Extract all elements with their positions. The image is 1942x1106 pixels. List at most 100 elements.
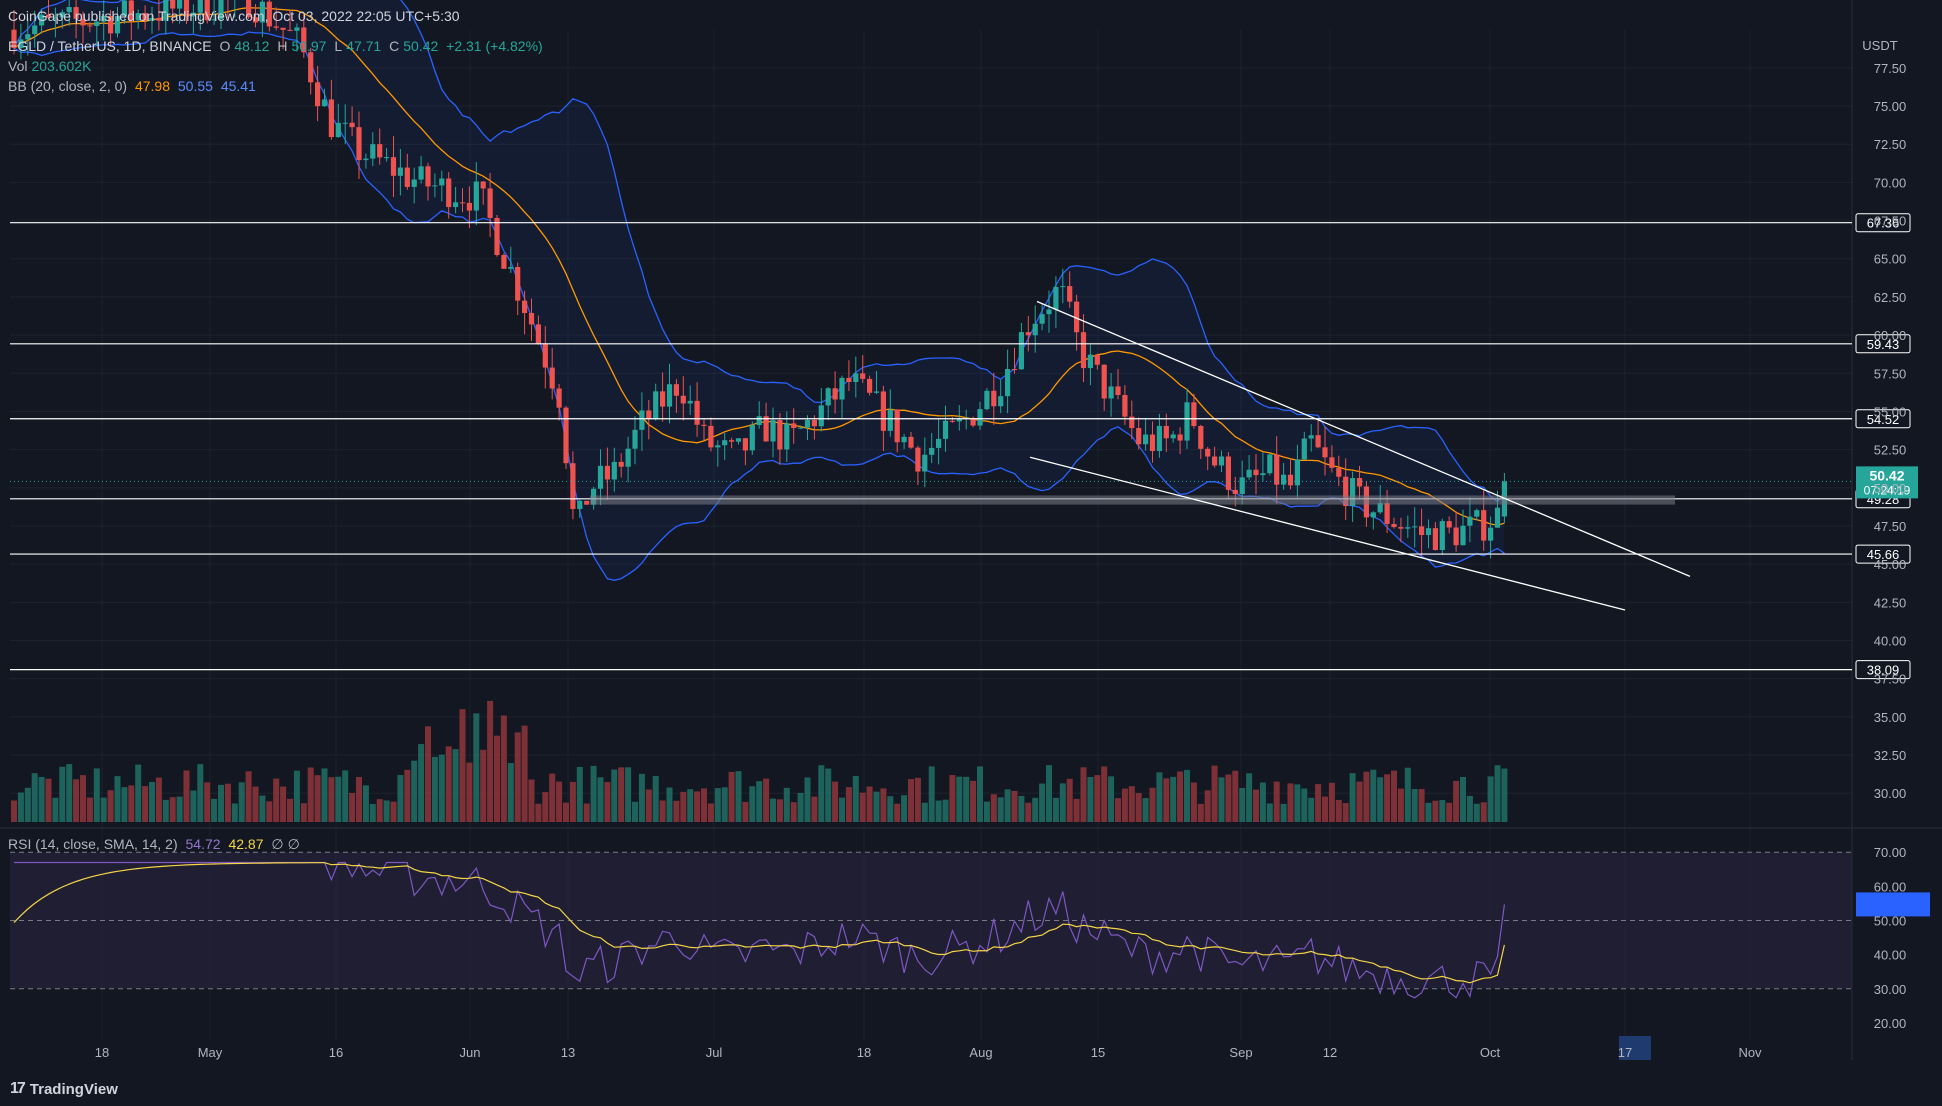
volume-bar-88 xyxy=(618,767,625,822)
candle-body-182 xyxy=(1267,454,1273,474)
candle-body-204 xyxy=(1419,526,1425,535)
volume-bar-117 xyxy=(818,765,825,822)
volume-bar-178 xyxy=(1239,787,1246,822)
candle-body-95 xyxy=(666,384,673,407)
candle-body-215 xyxy=(1494,507,1501,528)
volume-bar-210 xyxy=(1460,776,1466,822)
volume-value: 203.602K xyxy=(31,58,92,74)
candle-body-133 xyxy=(929,447,935,455)
candle-body-8 xyxy=(66,7,72,13)
candle-body-34 xyxy=(246,0,252,18)
price-tick-18: 32.50 xyxy=(1874,748,1907,763)
support-zone xyxy=(590,495,1675,505)
candle-body-114 xyxy=(798,427,804,429)
candle-body-214 xyxy=(1488,527,1494,541)
rsi-tag xyxy=(1856,892,1930,917)
volume-bar-153 xyxy=(1066,778,1073,822)
candle-body-197 xyxy=(1370,512,1376,518)
volume-bar-63 xyxy=(445,746,452,822)
candle-body-75 xyxy=(528,313,535,325)
volume-bar-31 xyxy=(224,783,231,822)
candle-body-10 xyxy=(80,18,86,26)
candle-body-170 xyxy=(1184,402,1190,441)
volume-bar-20 xyxy=(149,781,155,822)
volume-bar-7 xyxy=(59,766,66,822)
candle-body-194 xyxy=(1350,478,1356,507)
volume-bar-105 xyxy=(735,771,742,822)
candle-body-156 xyxy=(1087,354,1093,369)
volume-bar-216 xyxy=(1501,768,1508,822)
volume-bar-101 xyxy=(707,803,714,822)
candle-body-186 xyxy=(1294,459,1300,486)
candle-body-141 xyxy=(984,390,990,410)
volume-bar-87 xyxy=(611,769,618,822)
volume-bar-92 xyxy=(645,789,652,822)
bb-upper-line xyxy=(13,0,1505,503)
volume-bar-51 xyxy=(362,785,369,822)
candle-body-96 xyxy=(673,384,679,396)
volume-bar-189 xyxy=(1315,784,1322,822)
candle-body-93 xyxy=(653,391,659,419)
rsi-tick-1: 60.00 xyxy=(1874,879,1907,894)
level-label-59.43: 59.43 xyxy=(1867,337,1900,352)
candle-body-172 xyxy=(1198,425,1204,449)
volume-bar-33 xyxy=(238,782,245,822)
price-tick-12: 47.50 xyxy=(1874,519,1907,534)
volume-bar-12 xyxy=(93,768,100,822)
volume-bar-16 xyxy=(121,787,128,822)
candle-body-160 xyxy=(1115,386,1121,395)
tradingview-logo[interactable]: 17 TradingView xyxy=(10,1080,118,1098)
volume-bar-138 xyxy=(963,776,970,822)
candle-body-117 xyxy=(818,405,824,427)
price-tick-0: 77.50 xyxy=(1874,61,1907,76)
price-tick-16: 37.50 xyxy=(1874,672,1907,687)
candle-body-21 xyxy=(156,17,162,21)
price-tick-7: 60.00 xyxy=(1874,328,1907,343)
volume-bar-120 xyxy=(839,797,845,822)
candle-body-180 xyxy=(1253,469,1259,476)
ohlc-close: 50.42 xyxy=(403,38,439,54)
volume-bar-90 xyxy=(632,801,638,822)
volume-bar-177 xyxy=(1232,770,1239,822)
candle-body-135 xyxy=(942,420,949,439)
candle-body-89 xyxy=(625,448,631,467)
candle-body-78 xyxy=(549,367,555,389)
volume-bar-40 xyxy=(287,798,293,822)
candle-body-201 xyxy=(1398,527,1404,529)
candle-body-125 xyxy=(873,391,880,393)
volume-bar-43 xyxy=(307,767,314,822)
volume-bar-140 xyxy=(977,766,983,822)
volume-bar-111 xyxy=(776,799,783,822)
volume-bar-118 xyxy=(825,768,832,822)
candle-body-45 xyxy=(321,99,328,107)
volume-bar-174 xyxy=(1211,765,1218,822)
price-tick-9: 55.00 xyxy=(1874,404,1907,419)
volume-bar-212 xyxy=(1473,803,1480,822)
volume-bar-97 xyxy=(680,791,687,822)
volume-bar-145 xyxy=(1011,790,1018,822)
volume-bar-128 xyxy=(894,803,901,822)
candle-body-1 xyxy=(18,39,24,49)
volume-bar-155 xyxy=(1080,767,1087,822)
candle-body-69 xyxy=(487,188,493,218)
volume-bar-91 xyxy=(638,773,645,822)
candle-body-151 xyxy=(1053,286,1059,310)
candle-body-90 xyxy=(632,429,638,449)
candle-body-48 xyxy=(342,122,348,124)
candle-body-24 xyxy=(177,0,183,9)
date-tick-2: 16 xyxy=(329,1045,343,1060)
candle-body-108 xyxy=(756,416,762,426)
candle-body-17 xyxy=(128,0,134,21)
volume-bar-201 xyxy=(1397,788,1404,822)
volume-bar-62 xyxy=(438,754,445,822)
price-tick-13: 45.00 xyxy=(1874,557,1907,572)
candle-body-5 xyxy=(45,14,52,18)
currency-label: USDT xyxy=(1862,38,1897,53)
volume-bar-2 xyxy=(24,787,31,822)
candle-body-188 xyxy=(1308,435,1314,439)
candle-body-169 xyxy=(1177,434,1183,441)
candle-body-94 xyxy=(660,391,666,407)
candle-body-154 xyxy=(1074,301,1080,333)
volume-bar-173 xyxy=(1204,790,1211,822)
